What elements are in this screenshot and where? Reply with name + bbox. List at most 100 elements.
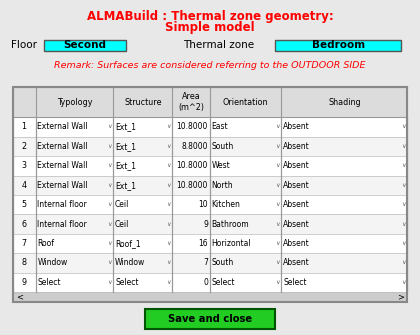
Text: ∨: ∨ (108, 202, 112, 207)
Text: Remark: Surfaces are considered referring to the OUTDOOR SIDE: Remark: Surfaces are considered referrin… (54, 61, 366, 70)
Text: ∨: ∨ (166, 125, 171, 129)
Text: ∨: ∨ (166, 202, 171, 207)
Text: Roof: Roof (37, 239, 54, 248)
Text: External Wall: External Wall (37, 123, 88, 131)
Text: Ext_1: Ext_1 (115, 142, 136, 151)
Text: ∨: ∨ (402, 125, 406, 129)
Text: 9: 9 (21, 278, 27, 287)
Text: ∨: ∨ (402, 241, 406, 246)
Text: Absent: Absent (283, 200, 310, 209)
FancyBboxPatch shape (13, 273, 407, 292)
Text: Shading: Shading (328, 98, 361, 107)
Text: Structure: Structure (124, 98, 162, 107)
Text: Horizontal: Horizontal (212, 239, 251, 248)
Text: East: East (212, 123, 228, 131)
Text: ∨: ∨ (276, 144, 280, 149)
Text: ∨: ∨ (276, 261, 280, 265)
Text: ∨: ∨ (402, 280, 406, 285)
Text: Absent: Absent (283, 142, 310, 151)
Text: ∨: ∨ (108, 280, 112, 285)
Text: Absent: Absent (283, 123, 310, 131)
Text: South: South (212, 259, 234, 267)
FancyBboxPatch shape (44, 40, 126, 51)
Text: ∨: ∨ (276, 125, 280, 129)
Text: ∨: ∨ (166, 144, 171, 149)
Text: 9: 9 (203, 220, 208, 228)
Text: Internal floor: Internal floor (37, 200, 87, 209)
FancyBboxPatch shape (13, 234, 407, 253)
Text: ∨: ∨ (166, 163, 171, 168)
Text: 4: 4 (22, 181, 26, 190)
Text: External Wall: External Wall (37, 161, 88, 170)
Text: Ceil: Ceil (115, 220, 129, 228)
Text: ∨: ∨ (108, 163, 112, 168)
Text: ∨: ∨ (402, 222, 406, 226)
Text: Simple model: Simple model (165, 21, 255, 34)
Text: <: < (16, 293, 23, 302)
Text: Select: Select (115, 278, 139, 287)
Text: Absent: Absent (283, 220, 310, 228)
FancyBboxPatch shape (13, 176, 407, 195)
Text: ∨: ∨ (108, 144, 112, 149)
Text: External Wall: External Wall (37, 181, 88, 190)
Text: ∨: ∨ (108, 261, 112, 265)
Text: Thermal zone: Thermal zone (183, 40, 254, 50)
Text: Orientation: Orientation (223, 98, 268, 107)
FancyBboxPatch shape (13, 195, 407, 214)
Text: Absent: Absent (283, 181, 310, 190)
Text: Absent: Absent (283, 259, 310, 267)
Text: Absent: Absent (283, 161, 310, 170)
Text: 2: 2 (21, 142, 27, 151)
Text: Internal floor: Internal floor (37, 220, 87, 228)
Text: 7: 7 (21, 239, 27, 248)
FancyBboxPatch shape (13, 87, 407, 117)
Text: North: North (212, 181, 233, 190)
Text: >: > (397, 293, 404, 302)
Text: ALMABuild : Thermal zone geometry:: ALMABuild : Thermal zone geometry: (87, 10, 333, 22)
Text: ∨: ∨ (402, 261, 406, 265)
Text: Ext_1: Ext_1 (115, 161, 136, 170)
Text: 8: 8 (22, 259, 26, 267)
FancyBboxPatch shape (145, 309, 275, 329)
Text: External Wall: External Wall (37, 142, 88, 151)
Text: Save and close: Save and close (168, 314, 252, 324)
FancyBboxPatch shape (13, 156, 407, 176)
Text: ∨: ∨ (276, 280, 280, 285)
Text: ∨: ∨ (402, 202, 406, 207)
Text: Ext_1: Ext_1 (115, 123, 136, 131)
Text: ∨: ∨ (108, 125, 112, 129)
Text: ∨: ∨ (166, 280, 171, 285)
Text: Bedroom: Bedroom (312, 40, 365, 50)
FancyBboxPatch shape (13, 87, 407, 302)
Text: Area
(m^2): Area (m^2) (178, 92, 204, 112)
Text: 5: 5 (21, 200, 27, 209)
Text: ∨: ∨ (276, 163, 280, 168)
Text: ∨: ∨ (108, 222, 112, 226)
FancyBboxPatch shape (13, 214, 407, 234)
Text: 6: 6 (22, 220, 26, 228)
Text: Second: Second (63, 40, 106, 50)
Text: ∨: ∨ (276, 222, 280, 226)
Text: Select: Select (212, 278, 235, 287)
Text: Window: Window (115, 259, 145, 267)
Text: ∨: ∨ (108, 183, 112, 188)
Text: 8.8000: 8.8000 (181, 142, 208, 151)
Text: ∨: ∨ (402, 163, 406, 168)
FancyBboxPatch shape (13, 253, 407, 273)
Text: 3: 3 (22, 161, 26, 170)
Text: ∨: ∨ (402, 183, 406, 188)
Text: Ext_1: Ext_1 (115, 181, 136, 190)
Text: ∨: ∨ (276, 241, 280, 246)
Text: Window: Window (37, 259, 68, 267)
Text: Absent: Absent (283, 239, 310, 248)
Text: 7: 7 (203, 259, 208, 267)
Text: 0: 0 (203, 278, 208, 287)
Text: ∨: ∨ (166, 261, 171, 265)
Text: Select: Select (283, 278, 307, 287)
FancyBboxPatch shape (275, 40, 401, 51)
FancyBboxPatch shape (13, 292, 407, 302)
Text: Roof_1: Roof_1 (115, 239, 141, 248)
Text: 10: 10 (198, 200, 208, 209)
Text: Select: Select (37, 278, 61, 287)
FancyBboxPatch shape (13, 117, 407, 137)
